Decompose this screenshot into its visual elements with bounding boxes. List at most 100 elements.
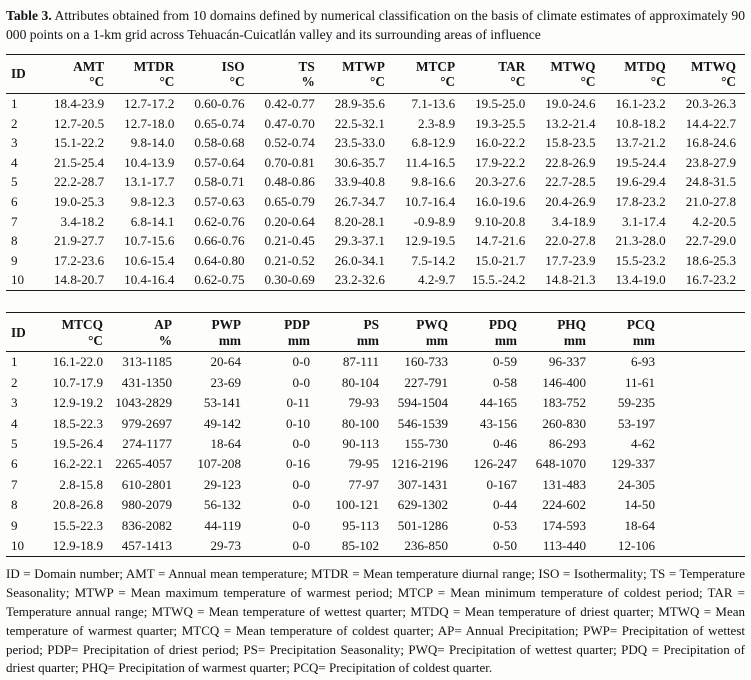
- temperature-attributes-table: ID AMT °C MTDR °C ISO °C TS% MTWP °C MTCP °C TAR °C MT…: [6, 53, 745, 291]
- row-id-cell: 7: [11, 476, 18, 492]
- row-id-cell: 9: [11, 252, 18, 268]
- table-row: 1 18.4-23.9 12.7-17.2 0.60-0.76 0.42-0.77 28.…: [6, 93, 745, 113]
- value-cell: 17.8-23.2: [615, 193, 666, 209]
- value-cell: 0.64-0.80: [194, 252, 245, 268]
- value-cell: 18.4-23.9: [53, 95, 105, 111]
- value-cell: 29.3-37.1: [334, 233, 385, 249]
- column-header-tar: TAR °C: [498, 58, 526, 90]
- value-cell: 260-830: [542, 415, 586, 431]
- value-cell: 18.6-25.3: [685, 252, 736, 268]
- value-cell: 10.4-13.9: [124, 154, 175, 170]
- value-cell: 183-752: [542, 395, 586, 411]
- table-row: 9 15.5-22.3 836-2082 44-119 0-0 95-113 501-128…: [6, 516, 745, 536]
- value-cell: 648-1070: [535, 456, 586, 472]
- value-cell: 0-50: [492, 537, 517, 553]
- value-cell: 15.8-23.5: [545, 135, 596, 151]
- value-cell: 86-293: [548, 435, 586, 451]
- value-cell: 15.1-22.2: [53, 135, 105, 151]
- column-header-amt: AMT °C: [73, 58, 105, 90]
- column-header-ps: PS mm: [356, 316, 379, 348]
- value-cell: 12.9-19.5: [404, 233, 456, 249]
- table-row: 10 14.8-20.7 10.4-16.4 0.62-0.75 0.30-0.69 23…: [6, 270, 745, 290]
- value-cell: 2.8-15.8: [59, 476, 103, 492]
- value-cell: 17.7-23.9: [545, 252, 596, 268]
- id-column-header: ID: [11, 66, 26, 82]
- value-cell: 44-165: [479, 395, 517, 411]
- column-header-pwp: PWP mm: [211, 316, 241, 348]
- row-id-cell: 2: [11, 115, 18, 131]
- value-cell: 0-53: [492, 517, 517, 533]
- value-cell: 11.4-16.5: [405, 154, 456, 170]
- value-cell: 8.20-28.1: [334, 213, 385, 229]
- value-cell: 24.8-31.5: [685, 174, 736, 190]
- value-cell: 18-64: [210, 435, 241, 451]
- value-cell: 12.9-18.9: [52, 537, 103, 553]
- value-cell: 0.48-0.86: [264, 174, 315, 190]
- value-cell: 14.7-21.6: [475, 233, 526, 249]
- value-cell: 21.5-25.4: [53, 154, 105, 170]
- value-cell: 30.6-35.7: [334, 154, 385, 170]
- value-cell: 12-106: [617, 537, 655, 553]
- value-cell: 126-247: [473, 456, 517, 472]
- column-header-pcq: PCQ mm: [626, 316, 655, 348]
- value-cell: 9.8-12.3: [130, 193, 175, 209]
- row-id-cell: 8: [11, 233, 18, 249]
- value-cell: 0-10: [285, 415, 310, 431]
- value-cell: 21.3-28.0: [615, 233, 666, 249]
- value-cell: 20.3-27.6: [475, 174, 526, 190]
- value-cell: 160-733: [404, 354, 448, 370]
- value-cell: 49-142: [203, 415, 241, 431]
- value-cell: 28.9-35.6: [334, 95, 385, 111]
- id-column-header: ID: [11, 324, 26, 340]
- value-cell: 26.0-34.1: [334, 252, 385, 268]
- row-id-cell: 8: [11, 497, 18, 513]
- value-cell: 13.2-21.4: [545, 115, 596, 131]
- row-id-cell: 1: [11, 95, 18, 111]
- table-caption-text: Attributes obtained from 10 domains defi…: [6, 8, 745, 43]
- column-header-ap: AP%: [154, 316, 172, 348]
- value-cell: 6.8-14.1: [130, 213, 175, 229]
- value-cell: 0.42-0.77: [264, 95, 315, 111]
- value-cell: 155-730: [404, 435, 448, 451]
- table-row: 8 20.8-26.8 980-2079 56-132 0-0 100-121 629-13…: [6, 495, 745, 515]
- table-caption: Table 3. Attributes obtained from 10 dom…: [6, 6, 745, 45]
- spacer-cell: [664, 373, 745, 393]
- value-cell: 4-62: [630, 435, 655, 451]
- spacer-cell: [664, 516, 745, 536]
- value-cell: 20.8-26.8: [52, 497, 103, 513]
- value-cell: 15.5.-24.2: [471, 272, 526, 288]
- row-id-cell: 10: [11, 537, 25, 553]
- value-cell: 0.60-0.76: [194, 95, 245, 111]
- value-cell: 21.0-27.8: [685, 193, 736, 209]
- value-cell: 22.7-29.0: [685, 233, 736, 249]
- table-footnote: ID = Domain number; AMT = Annual mean te…: [6, 566, 745, 676]
- value-cell: 19.6-29.4: [615, 174, 666, 190]
- column-header-mtdr: MTDR °C: [133, 58, 175, 90]
- value-cell: 274-1177: [122, 435, 172, 451]
- value-cell: 0-167: [486, 476, 517, 492]
- value-cell: 3.4-18.2: [60, 213, 105, 229]
- value-cell: 0.57-0.63: [194, 193, 245, 209]
- spacer-cell: [664, 393, 745, 413]
- value-cell: 16.0-19.6: [475, 193, 526, 209]
- value-cell: 23.2-32.6: [334, 272, 385, 288]
- value-cell: 107-208: [197, 456, 241, 472]
- value-cell: 10.8-18.2: [615, 115, 666, 131]
- row-id-cell: 6: [11, 456, 18, 472]
- value-cell: 979-2697: [121, 415, 172, 431]
- value-cell: 22.7-28.5: [545, 174, 596, 190]
- table-row: 3 15.1-22.2 9.8-14.0 0.58-0.68 0.52-0.74 23.5…: [6, 133, 745, 153]
- value-cell: 14.8-20.7: [53, 272, 105, 288]
- row-id-cell: 7: [11, 213, 18, 229]
- value-cell: 15.5-22.3: [52, 517, 103, 533]
- value-cell: 307-1431: [397, 476, 448, 492]
- value-cell: 0.65-0.74: [194, 115, 245, 131]
- value-cell: 3.1-17.4: [622, 213, 666, 229]
- value-cell: 22.8-26.9: [545, 154, 596, 170]
- row-id-cell: 3: [11, 135, 18, 151]
- value-cell: 1043-2829: [115, 395, 172, 411]
- column-header-mtwp: MTWP °C: [342, 58, 385, 90]
- value-cell: 0-0: [292, 517, 310, 533]
- value-cell: 19.5-24.4: [615, 154, 666, 170]
- row-id-cell: 1: [11, 354, 18, 370]
